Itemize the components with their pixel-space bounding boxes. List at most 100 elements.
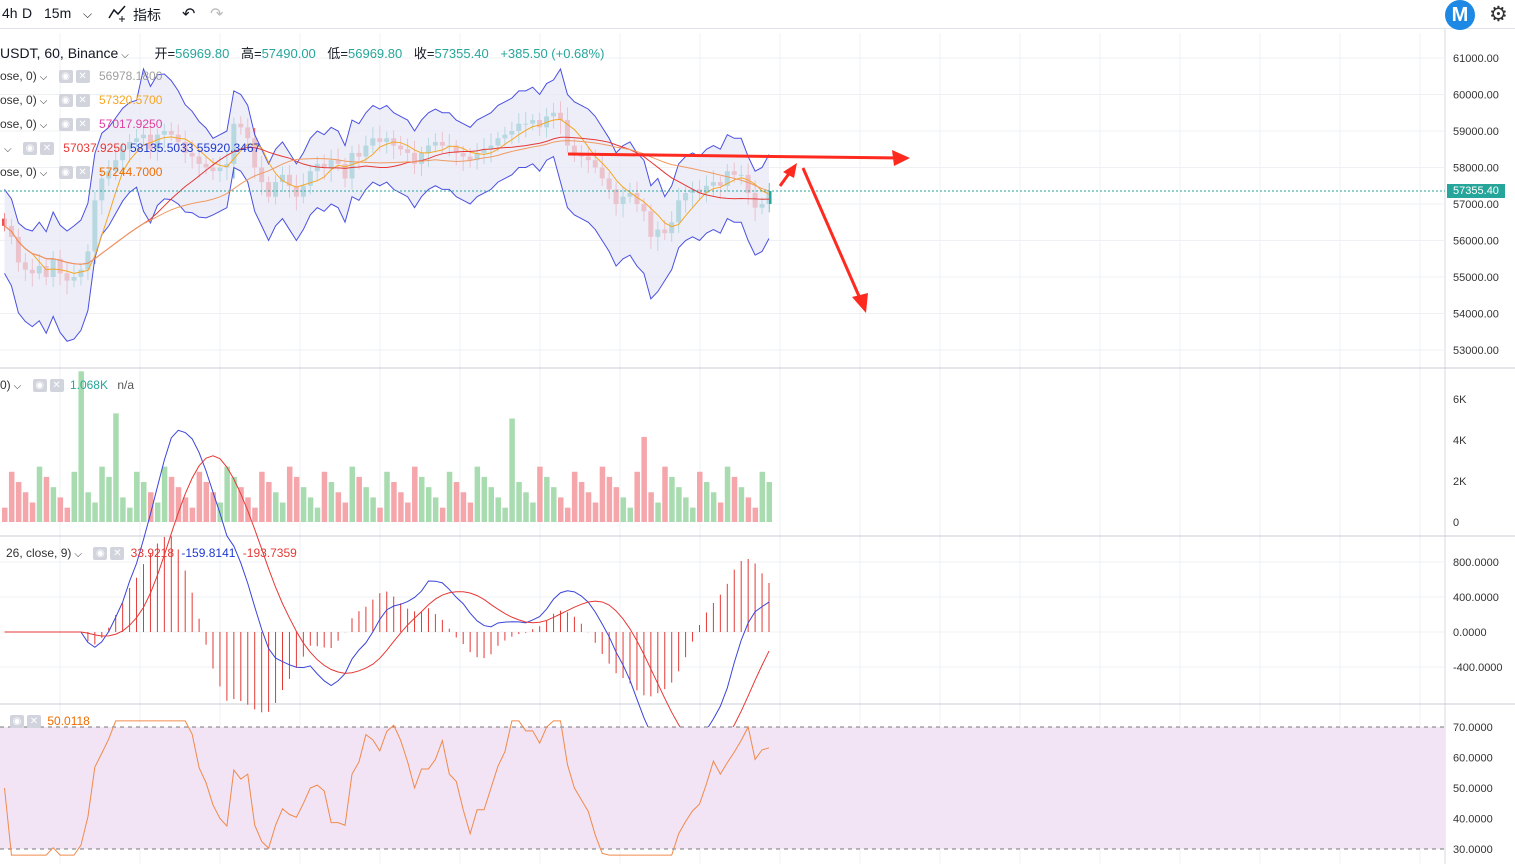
volume-bar [363, 487, 369, 522]
indicators-button[interactable]: 指标 [133, 7, 161, 23]
arrow-head [892, 150, 910, 166]
volume-bar [697, 471, 703, 522]
volume-bar [495, 497, 501, 522]
close-icon[interactable]: ✕ [75, 94, 90, 108]
arrow-line [801, 167, 864, 304]
close-icon[interactable]: ✕ [49, 379, 64, 393]
volume-bar [335, 492, 342, 522]
volume-bar [384, 471, 390, 522]
volume-name: 0) [0, 378, 11, 392]
close-icon[interactable]: ✕ [75, 166, 90, 180]
volume-bar [127, 507, 133, 522]
rsi-legend: ◉ ✕ 50.0118 [10, 714, 90, 732]
volume-axis-label: 6K [1453, 394, 1467, 406]
macd-hist-value: 33.9218 [130, 546, 175, 560]
volume-bar [280, 502, 286, 522]
volume-bar [182, 497, 189, 522]
eye-icon[interactable]: ◉ [58, 166, 73, 180]
chevron-down-icon[interactable]: ⌵ [74, 549, 82, 560]
volume-bar [481, 476, 488, 522]
volume-bar [141, 482, 147, 522]
volume-bar [92, 502, 98, 522]
chevron-down-icon[interactable]: ⌵ [39, 120, 48, 131]
volume-bar [307, 497, 314, 522]
indicators-icon[interactable] [108, 4, 128, 27]
indicator-value: 57320.5700 [98, 93, 163, 107]
symbol-title: USDT, 60, Binance [0, 45, 119, 61]
volume-bar [446, 471, 453, 522]
eye-icon[interactable]: ◉ [32, 379, 47, 393]
price-axis-label: 55000.00 [1453, 272, 1499, 284]
eye-icon[interactable]: ◉ [10, 715, 24, 729]
eye-icon[interactable]: ◉ [58, 118, 73, 132]
m-logo-icon[interactable]: M [1445, 0, 1475, 30]
bollinger-upper [4, 67, 770, 233]
chevron-down-icon[interactable]: ⌵ [83, 7, 93, 21]
undo-icon[interactable]: ↶ [182, 6, 196, 23]
low-value: 56969.80 [348, 46, 403, 61]
volume-bar [175, 487, 182, 522]
interval-15m[interactable]: 15m [44, 5, 72, 21]
volume-bar [467, 502, 474, 522]
indicator-row-1: ose, 0) ⌵ ◉ ✕ 56978.1800 [0, 69, 162, 87]
eye-icon[interactable]: ◉ [22, 142, 37, 156]
volume-bar [224, 466, 230, 522]
chevron-down-icon[interactable]: ⌵ [13, 381, 22, 392]
macd-axis-label: 400.0000 [1453, 592, 1499, 604]
volume-bar [578, 482, 585, 522]
moving-average-line [4, 140, 770, 265]
interval-d[interactable]: D [22, 5, 33, 21]
eye-icon[interactable]: ◉ [58, 70, 73, 84]
chevron-down-icon[interactable]: ⌵ [39, 96, 48, 107]
volume-bar [203, 482, 210, 522]
chevron-down-icon[interactable]: ⌵ [39, 72, 48, 83]
gear-icon[interactable]: ⚙ [1489, 3, 1508, 26]
close-icon[interactable]: ✕ [110, 547, 125, 561]
close-icon[interactable]: ✕ [39, 142, 54, 156]
chevron-down-icon[interactable]: ⌵ [39, 168, 48, 179]
volume-bar [245, 497, 251, 522]
eye-icon[interactable]: ◉ [93, 547, 108, 561]
volume-bar [154, 502, 161, 522]
indicator-row-2: ose, 0) ⌵ ◉ ✕ 57320.5700 [0, 93, 162, 111]
open-label: 开= [154, 46, 176, 61]
volume-bar [210, 492, 216, 522]
volume-bar [314, 507, 321, 522]
chevron-down-icon[interactable]: ⌵ [4, 144, 12, 155]
volume-bar [662, 466, 668, 522]
volume-bar [724, 466, 731, 522]
close-icon[interactable]: ✕ [75, 118, 90, 132]
volume-bar [22, 492, 29, 522]
indicator-value: 58135.5033 [130, 141, 194, 155]
eye-icon[interactable]: ◉ [58, 94, 73, 108]
volume-bar [29, 502, 36, 522]
indicator-value: 56978.1800 [98, 69, 163, 83]
rsi-band [0, 727, 1445, 849]
rsi-axis-label: 50.0000 [1453, 783, 1493, 795]
volume-bar [592, 502, 599, 522]
change-value: +385.50 (+0.68%) [500, 46, 605, 61]
indicator-row-4: ⌵ ◉ ✕ 57037.9250 58135.5033 55920.3467 [0, 141, 260, 159]
volume-bar [349, 466, 355, 522]
volume-bar [286, 466, 293, 522]
volume-bar [342, 502, 349, 522]
arrow-line [567, 152, 901, 160]
volume-value: 1.068K [69, 378, 108, 392]
redo-icon[interactable]: ↷ [210, 6, 224, 23]
volume-bar [599, 466, 606, 522]
interval-4h[interactable]: 4h [2, 5, 18, 21]
volume-bar [738, 487, 745, 522]
macd-signal-line [4, 455, 770, 750]
volume-bar [502, 507, 508, 522]
chevron-down-icon[interactable]: ⌵ [121, 50, 129, 61]
close-icon[interactable]: ✕ [75, 70, 90, 84]
volume-axis-label: 2K [1453, 476, 1467, 488]
volume-bar [523, 492, 529, 522]
volume-bar [453, 482, 460, 522]
arrow-head [783, 163, 797, 178]
indicator-name: ose, 0) [0, 165, 37, 179]
open-value: 56969.80 [175, 46, 230, 61]
volume-legend: 0) ⌵ ◉ ✕ 1.068K n/a [0, 378, 134, 396]
close-icon[interactable]: ✕ [27, 715, 41, 729]
